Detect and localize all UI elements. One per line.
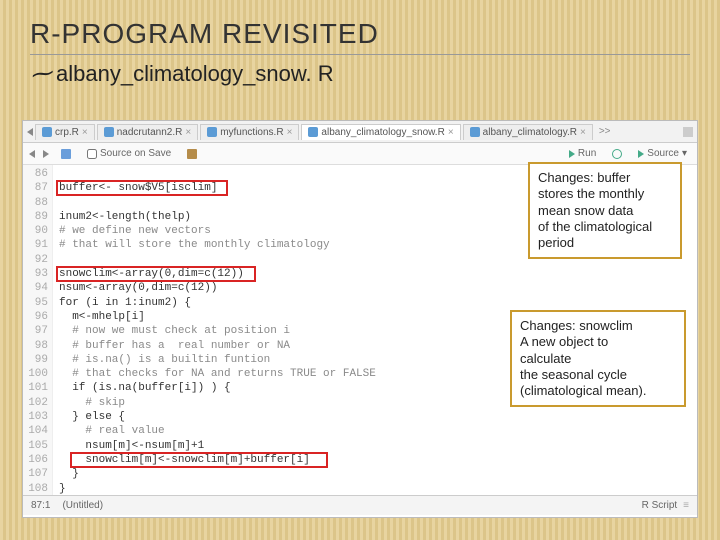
callout-line: period — [538, 235, 672, 251]
lang-indicator: R Script — [642, 500, 678, 511]
close-icon[interactable]: × — [448, 127, 454, 138]
callout-line: A new object to — [520, 334, 676, 350]
close-icon[interactable]: × — [580, 127, 586, 138]
run-icon — [569, 150, 575, 158]
tab-albany-climatology-snow-r[interactable]: albany_climatology_snow.R × — [301, 124, 460, 140]
code-line: } else { — [59, 410, 697, 424]
callout-2: Changes: snowclimA new object tocalculat… — [510, 310, 686, 407]
save-button[interactable] — [57, 148, 75, 160]
close-icon[interactable]: × — [185, 127, 191, 138]
source-on-save-checkbox[interactable] — [87, 149, 97, 159]
tab-prev-icon[interactable] — [27, 128, 33, 136]
swoosh-icon: ⁓ — [28, 60, 53, 89]
tab-label: myfunctions.R — [220, 127, 283, 138]
source-icon — [638, 150, 644, 158]
magic-wand-button[interactable] — [183, 148, 201, 160]
line-gutter: 86 87 88 89 90 91 92 93 94 95 96 97 98 9… — [23, 165, 53, 495]
code-line: nsum[m]<-nsum[m]+1 — [59, 439, 697, 453]
rscript-icon — [470, 127, 480, 137]
tab-crp-r[interactable]: crp.R× — [35, 124, 95, 140]
statusbar: 87:1 (Untitled) R Script ≡ — [23, 495, 697, 515]
nav-fwd-icon[interactable] — [43, 150, 49, 158]
rerun-button[interactable] — [608, 148, 626, 160]
tab-label: crp.R — [55, 127, 79, 138]
page-title: R-PROGRAM REVISITED — [0, 0, 720, 52]
tabbar: crp.R×nadcrutann2.R×myfunctions.R×albany… — [23, 121, 697, 143]
run-button[interactable]: Run — [565, 147, 600, 160]
code-line: # real value — [59, 424, 697, 438]
disk-icon — [61, 149, 71, 159]
source-label: Source — [647, 148, 679, 159]
title-rule — [30, 54, 690, 55]
callout-line: Changes: buffer — [538, 170, 672, 186]
tabs-list-icon[interactable] — [683, 127, 693, 137]
code-line: snowclim<-array(0,dim=c(12)) — [59, 267, 697, 281]
run-label: Run — [578, 148, 596, 159]
close-icon[interactable]: × — [287, 127, 293, 138]
rerun-icon — [612, 149, 622, 159]
tab-label: nadcrutann2.R — [117, 127, 183, 138]
callout-line: calculate — [520, 351, 676, 367]
rscript-icon — [207, 127, 217, 137]
code-line: } — [59, 482, 697, 495]
code-line: for (i in 1:inum2) { — [59, 296, 697, 310]
code-line: } — [59, 467, 697, 481]
tabs-host: crp.R×nadcrutann2.R×myfunctions.R×albany… — [35, 124, 593, 140]
callout-line: the seasonal cycle — [520, 367, 676, 383]
lang-menu-icon[interactable]: ≡ — [683, 500, 689, 511]
source-on-save-toggle[interactable]: Source on Save — [83, 147, 175, 160]
subtitle-text: albany_climatology_snow. R — [56, 61, 334, 86]
tab-label: albany_climatology.R — [483, 127, 577, 138]
nav-back-icon[interactable] — [29, 150, 35, 158]
doc-title: (Untitled) — [62, 500, 103, 511]
tab-label: albany_climatology_snow.R — [321, 127, 444, 138]
wand-icon — [187, 149, 197, 159]
callout-line: stores the monthly — [538, 186, 672, 202]
callout-line: (climatological mean). — [520, 383, 676, 399]
tab-albany-climatology-r[interactable]: albany_climatology.R× — [463, 124, 593, 140]
code-line: nsum<-array(0,dim=c(12)) — [59, 281, 697, 295]
rscript-icon — [42, 127, 52, 137]
callout-line: of the climatological — [538, 219, 672, 235]
rscript-icon — [308, 127, 318, 137]
tab-myfunctions-r[interactable]: myfunctions.R × — [200, 124, 299, 140]
tab-nadcrutann2-r[interactable]: nadcrutann2.R× — [97, 124, 198, 140]
callout-1: Changes: bufferstores the monthlymean sn… — [528, 162, 682, 259]
callout-line: Changes: snowclim — [520, 318, 676, 334]
code-line: snowclim[m]<-snowclim[m]+buffer[i] — [59, 453, 697, 467]
rscript-icon — [104, 127, 114, 137]
tabs-more[interactable]: >> — [595, 126, 615, 137]
source-on-save-label: Source on Save — [100, 148, 171, 159]
close-icon[interactable]: × — [82, 127, 88, 138]
subtitle: ⁓albany_climatology_snow. R — [0, 61, 720, 87]
cursor-position: 87:1 — [31, 500, 50, 511]
callout-line: mean snow data — [538, 203, 672, 219]
source-button[interactable]: Source ▾ — [634, 147, 691, 160]
